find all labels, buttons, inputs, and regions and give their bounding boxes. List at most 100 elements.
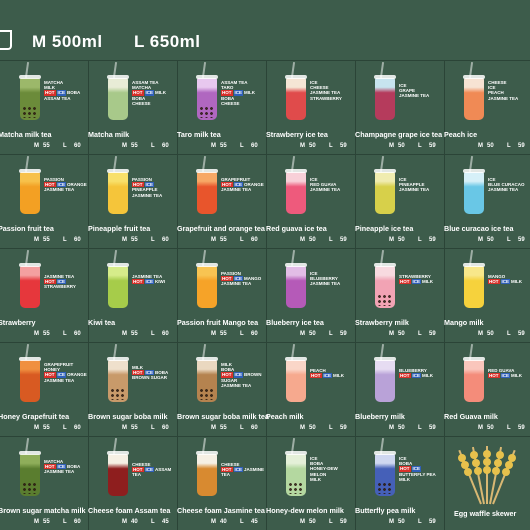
- menu-item[interactable]: PASSION HOT ICEPINEAPPLE JASMINE TEA M 55 L 60 P…: [88, 154, 177, 248]
- price-l-value: 59: [340, 237, 347, 243]
- hot-badge: HOT: [221, 372, 233, 378]
- ice-badge: ICE: [322, 373, 333, 379]
- ingredient-tags: CHEESE HOT ICE JASMINE TEA: [221, 462, 266, 478]
- menu-item[interactable]: ASSAM TEA TARO HOT ICE MILK BOBA CHEESE M 55 L 60 T…: [177, 60, 266, 154]
- menu-item[interactable]: Egg waffle skewer: [444, 436, 530, 530]
- drink-name: Matcha milk: [88, 130, 130, 139]
- price-m-value: 55: [131, 425, 138, 431]
- price-l-value: 60: [251, 331, 258, 337]
- menu-item[interactable]: ICE CHEESE JASMINE TEA STRAWBERRY M 50 L 59 Stra…: [266, 60, 355, 154]
- menu-item[interactable]: MANGO HOT ICE MILK M 50 L 59 Mango milk: [444, 248, 530, 342]
- price-l-label: L: [63, 331, 67, 337]
- menu-item[interactable]: PASSION HOT ICE ORANGE JASMINE TEA M 55 L 60 Pass…: [0, 154, 89, 248]
- price-l-value: 59: [518, 331, 525, 337]
- drink-cup-image: [463, 169, 485, 214]
- boba-pearls: [377, 294, 393, 306]
- price-l-value: 59: [429, 237, 436, 243]
- ice-badge: ICE: [411, 373, 422, 379]
- menu-grid: MATCHA MILK HOT ICE BOBA ASSAM TEA M 55 L 60 Match…: [0, 60, 530, 530]
- menu-item[interactable]: ICE BOBA HOT ICEBUTTERFLY PEA MILK M 50 L 59 Butt…: [355, 436, 444, 530]
- ingredient-tag: MATCHA: [44, 459, 64, 464]
- menu-item[interactable]: ASSAM TEA MATCHA HOT ICE MILK BOBA CHEESE M 55 L 6…: [88, 60, 177, 154]
- ingredient-tag: JASMINE TEA: [44, 274, 75, 279]
- price-m-label: M: [211, 425, 216, 431]
- menu-item[interactable]: MILK HOT ICE BOBA BROWN SUGAR M 55 L 60 Brown sug…: [88, 342, 177, 436]
- menu-item[interactable]: CHEESE HOT ICE ASSAM TEA M 40 L 45 Cheese foam A…: [88, 436, 177, 530]
- menu-item[interactable]: ICE BLUE CURACAO JASMINE TEA M 50 L 59 Blue cur…: [444, 154, 530, 248]
- ice-badge: ICE: [500, 373, 511, 379]
- ingredient-tags: CHEESE HOT ICE ASSAM TEA: [132, 462, 177, 478]
- ingredient-tag: PEACH: [488, 90, 504, 96]
- ingredient-tag: ORANGE: [244, 182, 264, 188]
- menu-item[interactable]: ICE BOBA HONEY-DEW MELON MILK M 50 L 59 Honey-de…: [266, 436, 355, 530]
- ingredient-tag: BOBA: [67, 464, 81, 470]
- boba-pearls: [110, 388, 126, 400]
- drink-cup-image: [19, 263, 41, 308]
- menu-item[interactable]: RED GUAVA HOT ICE MILK M 50 L 59 Red Guava milk: [444, 342, 530, 436]
- ingredient-tag: CHEESE: [221, 462, 240, 467]
- ingredient-tag: MATCHA: [44, 80, 64, 85]
- menu-item[interactable]: PASSION HOT ICE MANGO JASMINE TEA M 55 L 60 Passi…: [177, 248, 266, 342]
- price-l-label: L: [329, 519, 333, 525]
- menu-item[interactable]: ICE GRAPE JASMINE TEA M 50 L 59 Champagne grape…: [355, 60, 444, 154]
- menu-item[interactable]: ICE RED GUAVA JASMINE TEA M 50 L 59 Red guava i…: [266, 154, 355, 248]
- price-m-label: M: [478, 331, 483, 337]
- drink-name: Peach ice: [444, 130, 478, 139]
- grid-divider: [88, 60, 89, 530]
- ingredient-tag: ICE: [310, 80, 318, 85]
- price-m-label: M: [389, 519, 394, 525]
- ingredient-tag: JASMINE TEA: [221, 187, 252, 193]
- menu-item[interactable]: PEACH HOT ICE MILK M 50 L 59 Peach milk: [266, 342, 355, 436]
- price-m-value: 50: [398, 237, 405, 243]
- menu-item[interactable]: MILK BOBA HOT ICE BROWN SUGAR JASMINE TEA M 55 L…: [177, 342, 269, 436]
- hot-badge: HOT: [44, 90, 56, 96]
- ingredient-tag: CHEESE: [132, 462, 151, 467]
- menu-item[interactable]: CHEESE HOT ICE JASMINE TEA M 40 L 45 Cheese foam…: [177, 436, 266, 530]
- price-m-value: 40: [131, 519, 138, 525]
- menu-item[interactable]: CHEESE ICE PEACH JASMINE TEA M 50 L 59 Peach ice: [444, 60, 530, 154]
- price-l-value: 59: [340, 519, 347, 525]
- menu-item[interactable]: ICE BLUEBERRY JASMINE TEA M 50 L 59 Blueberry i…: [266, 248, 355, 342]
- hot-badge: HOT: [221, 90, 233, 96]
- menu-item[interactable]: MATCHA MILK HOT ICE BOBA ASSAM TEA M 55 L 60 Match…: [0, 60, 89, 154]
- menu-item[interactable]: MATCHA HOT ICE BOBA JASMINE TEA M 55 L 60 Brown s…: [0, 436, 89, 530]
- menu-item[interactable]: JASMINE TEA HOT ICE KIWI M 55 L 60 Kiwi tea: [88, 248, 177, 342]
- menu-item[interactable]: BLUEBERRY HOT ICE MILK M 50 L 59 Blueberry milk: [355, 342, 444, 436]
- price-m-value: 50: [398, 143, 405, 149]
- price-m-value: 55: [43, 331, 50, 337]
- drink-name: Passion fruit Mango tea: [177, 318, 259, 327]
- price-m-label: M: [34, 331, 39, 337]
- menu-item[interactable]: JASMINE TEA HOT ICESTRAWBERRY M 55 L 60 Strawbe…: [0, 248, 89, 342]
- ingredient-tag: BOBA: [221, 367, 235, 373]
- ingredient-tag: BOBA: [67, 90, 81, 96]
- grid-divider: [355, 60, 356, 530]
- price-m-value: 55: [220, 237, 227, 243]
- drink-name: Taro milk tea: [177, 130, 221, 139]
- menu-item[interactable]: ICE PINEAPPLE JASMINE TEA M 50 L 59 Pineapple i…: [355, 154, 444, 248]
- ingredient-tag: ORANGE: [67, 372, 87, 378]
- price-m-label: M: [122, 143, 127, 149]
- hot-badge: HOT: [221, 467, 233, 473]
- ingredient-tag: PASSION: [132, 177, 152, 182]
- hot-badge: HOT: [221, 276, 233, 282]
- ice-badge: ICE: [144, 90, 155, 96]
- boba-pearls: [199, 388, 215, 400]
- menu-item[interactable]: STRAWBERRY HOT ICE MILK M 50 L 59 Strawberry mil…: [355, 248, 444, 342]
- price-l-label: L: [151, 331, 155, 337]
- price-m-label: M: [122, 237, 127, 243]
- menu-item[interactable]: GRAPEFRUIT HONEY HOT ICE ORANGE JASMINE TEA M 5…: [0, 342, 89, 436]
- ingredient-tag: PINEAPPLE: [132, 187, 158, 193]
- ingredient-tag: ICE: [310, 177, 318, 182]
- ingredient-tag: BOBA: [155, 370, 169, 376]
- waffle-ball: [464, 468, 473, 477]
- price-l-label: L: [329, 425, 333, 431]
- ingredient-tags: STRAWBERRY HOT ICE MILK: [399, 274, 433, 285]
- drink-cup-image: [374, 357, 396, 402]
- drink-name: Honey Grapefruit tea: [0, 412, 70, 421]
- drink-cup-image: [285, 357, 307, 402]
- menu-item[interactable]: GRAPEFRUIT HOT ICE ORANGE JASMINE TEA M 55 L 60 G…: [177, 154, 266, 248]
- ice-badge: ICE: [233, 90, 244, 96]
- ingredient-tag: STRAWBERRY: [310, 95, 342, 101]
- drink-cup-image: [196, 451, 218, 496]
- ingredient-tag: JASMINE TEA: [44, 469, 75, 475]
